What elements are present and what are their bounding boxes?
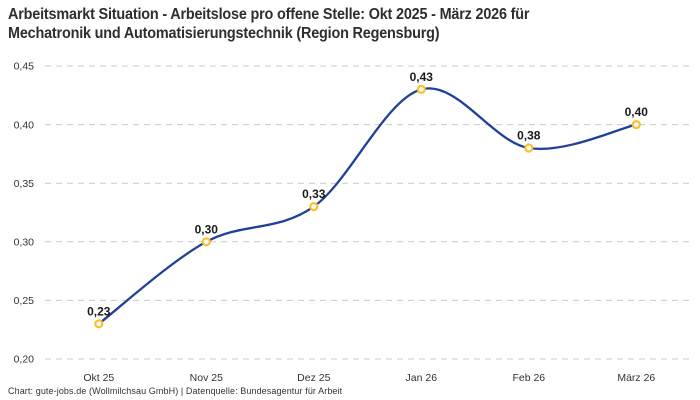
chart-title: Arbeitsmarkt Situation - Arbeitslose pro… xyxy=(8,5,529,43)
y-axis-tick-label: 0,25 xyxy=(14,295,35,307)
y-axis-tick-label: 0,30 xyxy=(14,237,35,249)
y-axis-tick-label: 0,45 xyxy=(14,61,35,73)
x-axis-tick-label: Feb 26 xyxy=(512,372,545,384)
data-point-marker xyxy=(309,202,319,212)
data-point-value-label: 0,30 xyxy=(195,222,219,236)
data-point-value-label: 0,23 xyxy=(87,304,111,318)
x-axis-tick-label: März 26 xyxy=(617,372,655,384)
data-point-marker xyxy=(201,237,211,247)
x-axis-tick-label: Dez 25 xyxy=(297,372,330,384)
data-point-marker xyxy=(524,143,534,153)
y-axis-tick-label: 0,20 xyxy=(14,354,35,366)
data-point-marker xyxy=(416,84,426,95)
data-point-marker xyxy=(631,119,641,130)
chart-title-line2: Mechatronik und Automatisierungstechnik … xyxy=(8,25,440,42)
data-point-value-label: 0,33 xyxy=(302,187,326,201)
x-axis-tick-label: Nov 25 xyxy=(190,372,223,384)
x-axis-tick-label: Jan 26 xyxy=(406,372,438,384)
y-axis-tick-label: 0,40 xyxy=(14,119,35,131)
data-point-value-label: 0,40 xyxy=(625,105,649,119)
y-axis-tick-label: 0,35 xyxy=(14,178,35,190)
data-series-line xyxy=(97,87,638,325)
data-point-value-label: 0,43 xyxy=(410,70,434,84)
data-point-marker xyxy=(94,319,104,329)
chart-title-line1: Arbeitsmarkt Situation - Arbeitslose pro… xyxy=(8,6,530,23)
chart-footer-attribution: Chart: gute-jobs.de (Wollmilchsau GmbH) … xyxy=(8,386,343,396)
data-point-value-label: 0,38 xyxy=(517,129,541,143)
x-axis-tick-label: Okt 25 xyxy=(83,372,114,384)
